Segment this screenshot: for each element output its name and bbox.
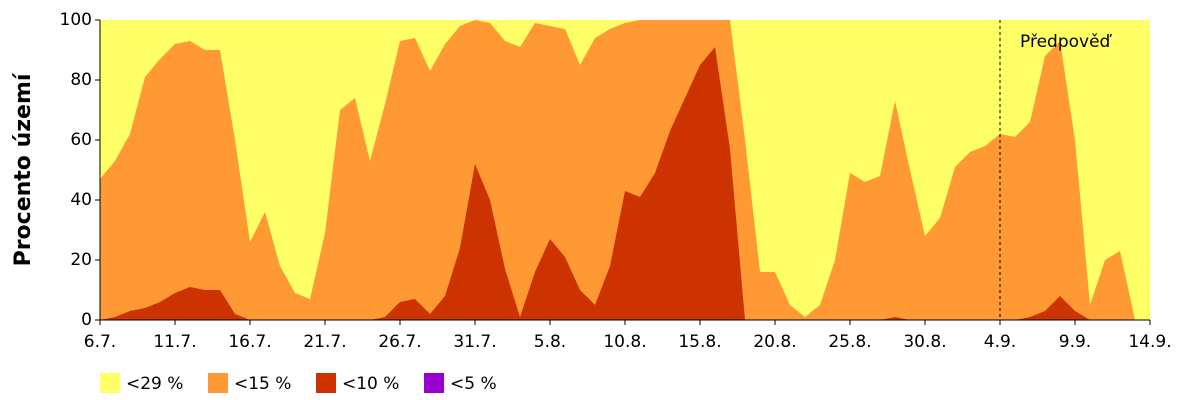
legend-label: <15 % [234,374,291,394]
annotation: Předpověď [1020,32,1113,52]
y-tick-label: 40 [70,190,92,210]
area [100,47,1150,320]
x-tick-label: 21.7. [303,332,346,352]
legend-swatch [208,373,228,393]
x-tick-label: 16.7. [228,332,271,352]
x-tick-label: 31.7. [453,332,496,352]
x-tick-label: 5.8. [534,332,566,352]
y-axis-label: Procento území [11,72,36,266]
y-tick-label: 100 [60,10,92,30]
legend-swatch [316,373,336,393]
x-tick-label: 6.7. [84,332,116,352]
x-tick-label: 25.8. [828,332,871,352]
y-tick-label: 0 [81,310,92,330]
x-tick-label: 9.9. [1059,332,1091,352]
legend-swatch [100,373,120,393]
y-tick-label: 60 [70,130,92,150]
legend-label: <29 % [126,374,183,394]
legend-swatch [424,373,444,393]
x-tick-label: 20.8. [753,332,796,352]
x-tick-label: 15.8. [678,332,721,352]
x-tick-label: 14.9. [1128,332,1171,352]
x-tick-label: 30.8. [903,332,946,352]
legend-label: <10 % [342,374,399,394]
y-tick-label: 20 [70,250,92,270]
x-tick-label: 26.7. [378,332,421,352]
x-tick-label: 10.8. [603,332,646,352]
area [100,20,1150,320]
x-tick-label: 4.9. [984,332,1016,352]
legend-label: <5 % [450,374,497,394]
y-tick-label: 80 [70,70,92,90]
x-tick-label: 11.7. [153,332,196,352]
